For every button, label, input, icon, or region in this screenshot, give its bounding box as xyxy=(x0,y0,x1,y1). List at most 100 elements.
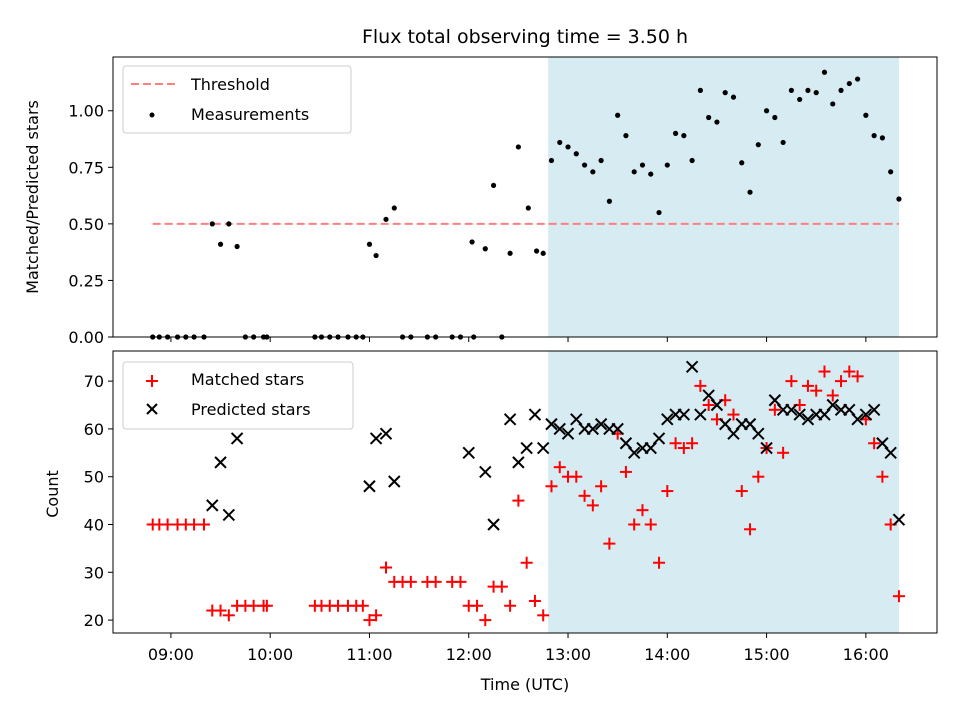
measurement-point xyxy=(871,133,877,139)
top-y-tick-label: 1.00 xyxy=(68,102,104,121)
threshold-legend-label: Threshold xyxy=(190,75,270,94)
matched-star-point xyxy=(528,594,541,607)
matched-star-point xyxy=(826,389,839,402)
top-y-tick-label: 0.50 xyxy=(68,215,104,234)
matched-star-point xyxy=(752,470,765,483)
x-tick-label: 16:00 xyxy=(843,645,889,664)
predicted-star-point xyxy=(859,408,873,421)
matched-star-point xyxy=(603,537,616,550)
matched-star-point xyxy=(520,556,533,569)
matched-star-point xyxy=(801,379,814,392)
measurement-points xyxy=(150,69,902,340)
bottom-x-ticks: 09:00 10:00 11:00 12:00 13:00 14:00 15:00 16:00 xyxy=(148,633,889,664)
matched-star-point xyxy=(545,480,558,493)
predicted-star-point xyxy=(479,465,492,479)
predicted-star-point xyxy=(685,360,699,373)
matched-star-point xyxy=(619,465,632,478)
matched-star-point xyxy=(222,609,235,622)
top-y-ticks: 0.00 0.25 0.50 0.75 1.00 xyxy=(68,102,113,347)
matched-star-point xyxy=(644,518,657,531)
matched-star-point xyxy=(702,399,715,412)
count-points xyxy=(146,360,906,627)
measurement-point xyxy=(681,133,687,139)
predicted-star-point xyxy=(710,398,724,412)
matched-star-point xyxy=(669,437,682,450)
predicted-legend-swatch xyxy=(146,403,158,415)
predicted-star-point xyxy=(611,422,624,436)
measurement-point xyxy=(879,135,885,141)
top-y-tick-label: 0.00 xyxy=(68,328,104,347)
top-legend-box xyxy=(122,65,352,134)
predicted-star-point xyxy=(892,513,906,526)
predicted-star-point xyxy=(553,422,566,436)
matched-star-point xyxy=(363,614,376,627)
bottom-legend: Matched stars Predicted stars xyxy=(122,361,354,430)
matched-star-point xyxy=(570,470,583,483)
measurement-point xyxy=(565,144,571,150)
matched-star-point xyxy=(356,599,369,612)
bottom-panel: 20 30 40 50 60 70 09:00 10:00 11:00 12:00 13:00 14… xyxy=(43,350,938,694)
top-x-ticks xyxy=(170,337,867,342)
predicted-star-point xyxy=(760,441,773,455)
predicted-star-point xyxy=(369,432,383,445)
measurement-point xyxy=(888,169,894,175)
matched-star-point xyxy=(537,609,550,622)
measurement-point xyxy=(590,169,596,175)
x-tick-label: 12:00 xyxy=(446,645,492,664)
predicted-star-point xyxy=(867,403,881,416)
measurement-point xyxy=(507,250,513,256)
measurement-point xyxy=(623,133,629,139)
matched-star-point xyxy=(370,609,383,622)
matched-star-point xyxy=(495,580,508,593)
measurement-point xyxy=(548,157,555,164)
matched-star-point xyxy=(744,523,757,536)
top-plot-frame xyxy=(112,56,938,338)
matched-star-point xyxy=(214,604,227,617)
matched-star-point xyxy=(768,403,781,416)
measurement-point xyxy=(615,112,621,118)
matched-star-point xyxy=(735,485,748,498)
predicted-star-point xyxy=(785,403,798,416)
top-highlight-span xyxy=(548,57,899,337)
predicted-star-point xyxy=(206,499,219,512)
measurement-point xyxy=(217,241,224,247)
measurement-point xyxy=(772,114,778,121)
matched-star-point xyxy=(686,437,699,450)
measurement-point xyxy=(656,209,662,216)
x-tick-label: 13:00 xyxy=(545,645,591,664)
bottom-y-tick-label: 20 xyxy=(84,611,104,630)
top-panel: 0.00 0.25 0.50 0.75 1.00 Matched/Predicted s… xyxy=(23,56,938,347)
measurements-legend-swatch xyxy=(149,112,155,118)
matched-star-point xyxy=(504,599,517,612)
measurement-point xyxy=(863,112,869,118)
x-tick-label: 11:00 xyxy=(346,645,392,664)
matched-star-point xyxy=(198,518,211,531)
measurement-point xyxy=(226,221,232,227)
measurement-point xyxy=(788,87,794,93)
matched-star-point xyxy=(835,375,848,388)
matched-legend-swatch xyxy=(146,375,158,387)
top-y-tick-label: 0.25 xyxy=(68,271,104,290)
measurement-point xyxy=(525,205,531,211)
matched-star-point xyxy=(260,599,273,612)
predicted-star-point xyxy=(487,518,500,531)
measurement-point xyxy=(639,162,646,168)
measurement-point xyxy=(838,87,844,93)
predicted-star-point xyxy=(379,427,393,440)
matched-star-point xyxy=(479,614,492,627)
predicted-star-point xyxy=(677,408,691,421)
measurement-point xyxy=(573,151,579,157)
bottom-y-tick-label: 30 xyxy=(84,563,104,582)
matched-star-point xyxy=(868,437,881,450)
predicted-star-point xyxy=(512,456,525,469)
predicted-star-point xyxy=(561,427,575,440)
measurement-point xyxy=(739,160,745,166)
measurement-point xyxy=(515,144,521,150)
measurement-point xyxy=(730,94,737,100)
predicted-star-point xyxy=(801,413,815,426)
measurement-point xyxy=(209,221,215,227)
measurement-point xyxy=(598,157,604,164)
x-tick-label: 14:00 xyxy=(644,645,690,664)
chart-title: Flux total observing time = 3.50 h xyxy=(362,26,688,48)
